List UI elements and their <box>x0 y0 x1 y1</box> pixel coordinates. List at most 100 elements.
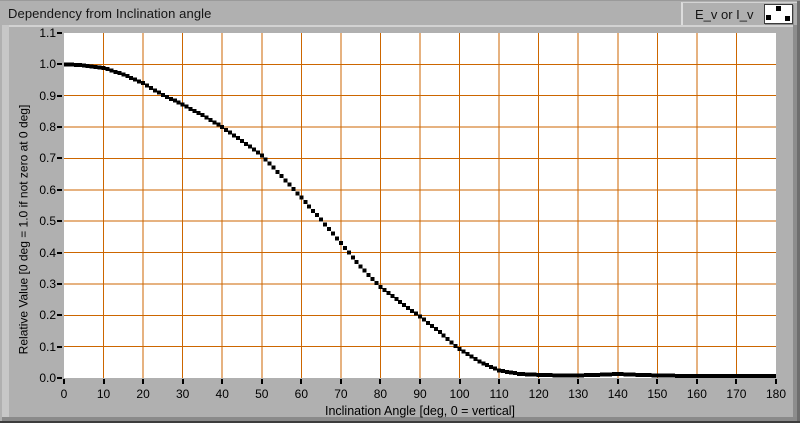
data-point-marker <box>291 187 296 192</box>
y-tick <box>57 32 62 34</box>
data-point-marker <box>224 127 229 132</box>
data-point-marker <box>445 336 450 341</box>
y-tick-label: 0.8 <box>39 120 56 135</box>
data-point-marker <box>576 373 581 378</box>
data-point-marker <box>236 136 241 141</box>
data-point-marker <box>303 200 308 205</box>
data-point-marker <box>327 227 332 232</box>
data-point-marker <box>398 300 403 305</box>
data-point-marker <box>734 373 739 378</box>
y-tick-label: 1.0 <box>39 57 56 72</box>
data-point-marker <box>584 373 589 378</box>
x-tick <box>339 379 342 384</box>
data-point-marker <box>623 372 628 377</box>
data-point-marker <box>516 371 521 376</box>
x-tick <box>181 379 184 384</box>
data-point-marker <box>441 333 446 338</box>
data-point-marker <box>418 314 422 319</box>
x-tick <box>300 379 303 384</box>
x-tick-label: 120 <box>528 387 549 401</box>
x-tick <box>63 379 65 384</box>
y-tick-label: 0.2 <box>39 308 56 323</box>
y-tick <box>57 157 62 160</box>
data-point-marker <box>334 236 339 241</box>
plot-legend[interactable]: E_v or I_v <box>681 2 797 27</box>
data-point-marker <box>283 178 288 183</box>
y-tick <box>57 188 62 191</box>
data-point-marker <box>180 102 185 107</box>
x-axis-title: Inclination Angle [deg, 0 = vertical] <box>324 404 516 418</box>
data-point-marker <box>406 305 411 310</box>
data-point-marker <box>105 67 110 72</box>
x-tick <box>221 379 224 384</box>
x-tick <box>458 379 461 384</box>
data-point-marker <box>315 213 320 218</box>
x-tick-label: 170 <box>726 387 747 401</box>
data-point-marker <box>702 373 707 378</box>
data-point-marker <box>655 373 660 378</box>
data-point-marker <box>627 372 632 377</box>
data-point-marker <box>596 372 600 377</box>
data-point-marker <box>81 63 86 68</box>
bevel-left <box>2 25 9 417</box>
x-tick <box>537 379 540 384</box>
y-tick <box>57 220 62 223</box>
data-point-marker <box>433 327 438 332</box>
data-point-marker <box>374 280 379 285</box>
data-point-marker <box>568 373 573 378</box>
data-point-marker <box>121 72 126 77</box>
y-tick <box>57 314 62 317</box>
data-point-marker <box>259 153 264 158</box>
data-point-marker <box>552 373 557 378</box>
data-point-marker <box>706 373 711 378</box>
x-tick-label: 90 <box>413 387 427 401</box>
x-tick-label: 150 <box>647 387 668 401</box>
x-tick-label: 40 <box>215 387 229 401</box>
data-point-marker <box>358 264 363 269</box>
data-point-marker <box>679 373 684 378</box>
x-tick <box>656 379 659 384</box>
data-point-marker <box>505 369 510 374</box>
x-tick-label: 180 <box>765 387 787 401</box>
data-point-marker <box>580 373 585 378</box>
data-point-marker <box>750 373 755 378</box>
x-tick-label: 160 <box>686 387 707 401</box>
y-tick <box>57 94 62 97</box>
plot-area <box>64 33 776 378</box>
data-point-marker <box>299 195 304 200</box>
data-point-marker <box>113 69 118 74</box>
x-tick <box>379 379 382 384</box>
data-point-marker <box>465 352 470 357</box>
data-point-marker <box>639 372 644 377</box>
data-point-marker <box>208 117 213 122</box>
data-point-marker <box>473 357 478 362</box>
data-point-marker <box>216 122 221 127</box>
data-point-marker <box>196 111 201 116</box>
data-point-marker <box>690 373 695 378</box>
data-point-marker <box>247 144 252 149</box>
data-point-marker <box>710 373 715 378</box>
data-point-marker <box>145 83 150 88</box>
data-point-marker <box>69 62 74 67</box>
x-tick <box>260 379 263 384</box>
data-point-marker <box>647 373 652 378</box>
data-point-marker <box>204 115 209 120</box>
data-point-marker <box>240 138 244 143</box>
data-point-marker <box>631 372 636 377</box>
x-tick-label: 0 <box>60 387 68 401</box>
data-point-marker <box>643 373 648 378</box>
x-tick <box>102 379 105 384</box>
data-point-marker <box>746 373 751 378</box>
data-point-marker <box>243 141 248 146</box>
data-point-marker <box>160 93 165 98</box>
marker-dot-icon <box>785 16 790 21</box>
data-point-marker <box>548 373 553 378</box>
legend-plot-style-icon[interactable] <box>764 4 793 24</box>
data-point-marker <box>437 330 442 335</box>
y-tick-label: 1.1 <box>39 26 56 40</box>
data-point-marker <box>212 120 217 125</box>
data-point-marker <box>85 63 90 68</box>
data-point-marker <box>421 317 426 322</box>
x-tick <box>142 379 145 384</box>
